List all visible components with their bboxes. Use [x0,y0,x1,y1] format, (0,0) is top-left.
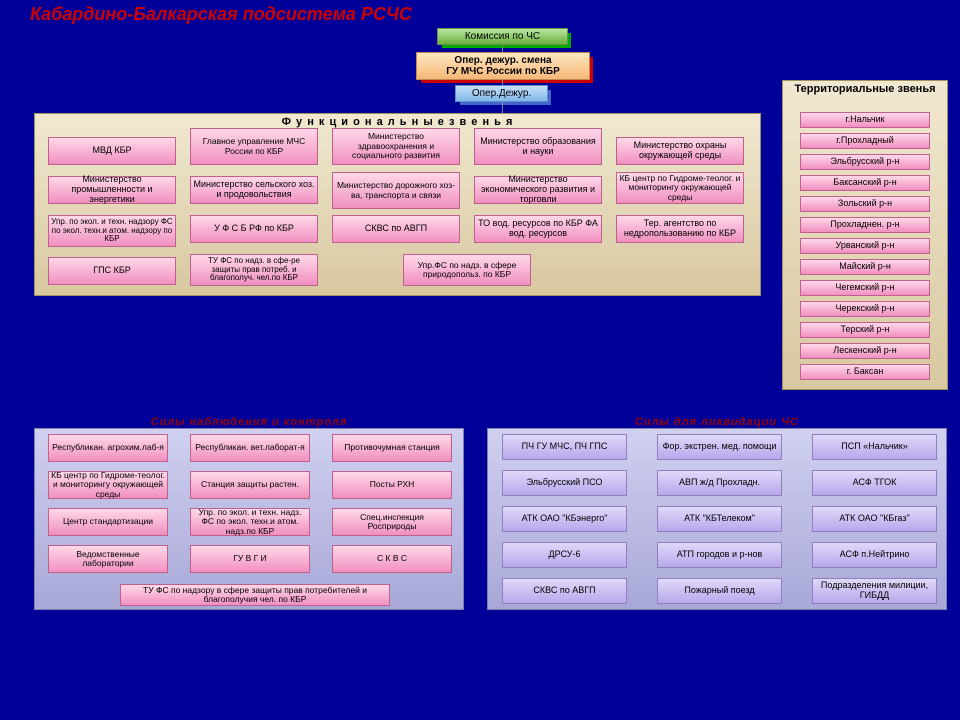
control-box: Посты РХН [332,471,452,499]
commission-box: Комиссия по ЧС [437,28,568,45]
liq-box: АТК "КБТелеком" [657,506,782,532]
terr-item: г.Прохладный [800,133,930,149]
func-box: Министерство здравоохранения и социально… [332,128,460,165]
func-box: Упр.ФС по надз. в сфере природопольз. по… [403,254,531,286]
func-title: Ф у н к ц и о н а л ь н ы е з в е н ь я [34,116,761,128]
func-box: Министерство образования и науки [474,128,602,165]
liq-box: Подразделения милиции, ГИБДД [812,578,937,604]
func-box: У Ф С Б РФ по КБР [190,215,318,243]
terr-item: Терский р-н [800,322,930,338]
control-box: Спец.инспекция Росприроды [332,508,452,536]
func-box: Упр. по экол. и техн. надзору ФС по экол… [48,215,176,247]
control-bottom: ТУ ФС по надзору в сфере защиты прав пот… [120,584,390,606]
terr-item: Баксанский р-н [800,175,930,191]
control-title: Силы наблюдения и контроля [34,416,464,428]
control-box: С К В С [332,545,452,573]
func-box: Министерство дорожного хоз-ва, транспорт… [332,172,460,209]
terr-item: Майский р-н [800,259,930,275]
func-box: Министерство экономического развития и т… [474,176,602,204]
terr-item: Урванский р-н [800,238,930,254]
terr-item: Прохладнен. р-н [800,217,930,233]
terr-item: Зольский р-н [800,196,930,212]
control-box: Центр стандартизации [48,508,168,536]
terr-item: г. Баксан [800,364,930,380]
liq-box: Фор. экстрен. мед. помощи [657,434,782,460]
oper-head-box: Опер. дежур. смена ГУ МЧС России по КБР [416,52,590,80]
func-box: Главное управление МЧС России по КБР [190,128,318,165]
control-box: Противочумная станция [332,434,452,462]
liq-box: ПСП «Нальчик» [812,434,937,460]
control-box: Республикан. агрохим.лаб-я [48,434,168,462]
control-box: Упр. по экол. и техн. надз. ФС по экол. … [190,508,310,536]
func-box: ТО вод. ресурсов по КБР ФА вод. ресурсов [474,215,602,243]
liq-box: АВП ж/д Прохладн. [657,470,782,496]
liq-box: ПЧ ГУ МЧС, ПЧ ГПС [502,434,627,460]
control-box: Ведомственные лаборатории [48,545,168,573]
func-box: Тер. агентство по недропользованию по КБ… [616,215,744,243]
terr-item: Чегемский р-н [800,280,930,296]
terr-item: Черекский р-н [800,301,930,317]
liq-title: Силы для ликвидации ЧС [487,416,947,428]
func-box: ТУ ФС по надз. в сфе-ре защиты прав потр… [190,254,318,286]
control-box: Республикан. вет.лаборат-я [190,434,310,462]
liq-box: АТК ОАО "КБгаз" [812,506,937,532]
control-box: Станция защиты растен. [190,471,310,499]
func-box: КБ центр по Гидроме-теолог. и мониторинг… [616,172,744,204]
oper-box: Опер.Дежур. [455,85,548,102]
liq-box: АСФ ТГОК [812,470,937,496]
func-box: Министерство промышленности и энергетики [48,176,176,204]
terr-item: Лескенский р-н [800,343,930,359]
liq-box: АТК ОАО "КБэнерго" [502,506,627,532]
func-box: Министерство охраны окружающей среды [616,137,744,165]
terr-item: Эльбрусский р-н [800,154,930,170]
func-box: МВД КБР [48,137,176,165]
terr-item: г.Нальчик [800,112,930,128]
terr-title: Территориальные звенья [784,83,946,95]
func-box: СКВС по АВГП [332,215,460,243]
liq-box: ДРСУ-6 [502,542,627,568]
control-box: ГУ В Г И [190,545,310,573]
page-title: Кабардино-Балкарская подсистема РСЧС [0,0,960,29]
func-box: ГПС КБР [48,257,176,285]
control-box: КБ центр по Гидроме-теолог. и мониторинг… [48,471,168,499]
func-box: Министерство сельского хоз. и продовольс… [190,176,318,204]
liq-box: Эльбрусский ПСО [502,470,627,496]
liq-box: СКВС по АВГП [502,578,627,604]
liq-box: АТП городов и р-нов [657,542,782,568]
liq-box: Пожарный поезд [657,578,782,604]
liq-box: АСФ п.Нейтрино [812,542,937,568]
